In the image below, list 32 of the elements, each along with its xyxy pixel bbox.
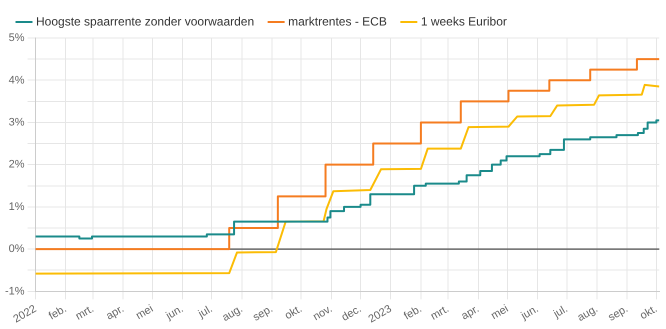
y-tick-label: 1% [8,200,25,213]
x-tick-label: okt. [282,302,304,322]
x-tick-label: jul. [196,302,215,321]
x-tick-label: 2023 [366,302,394,326]
y-tick-label: 4% [8,74,25,86]
x-tick-label: aug. [220,302,245,324]
legend-label: 1 weeks Euribor [420,14,507,28]
x-tick-label: nov. [311,302,334,324]
legend-label: marktrentes - ECB [288,14,387,28]
x-tick-label: jul. [550,302,570,321]
x-tick-label: apr. [104,302,126,322]
x-tick-label: mei [489,302,511,322]
y-tick-label: 5% [8,32,25,44]
legend-label: Hoogste spaarrente zonder voorwaarden [36,14,254,28]
x-tick-label: mrt. [428,302,452,323]
x-tick-label: aug. [575,302,600,324]
x-tick-label: sep. [251,302,276,324]
x-tick-label: mrt. [74,302,96,323]
x-tick-label: 2022 [11,302,39,326]
x-tick-label: jun. [518,302,541,323]
y-tick-label: -1% [5,285,25,298]
y-tick-label: 3% [8,116,25,128]
x-tick-label: sep. [606,302,630,324]
x-tick-label: feb. [46,302,69,322]
x-tick-label: dec. [340,302,364,324]
x-tick-label: apr. [459,302,482,322]
x-tick-label: okt. [638,302,660,322]
x-tick-label: feb. [402,302,424,322]
y-tick-label: 2% [8,158,25,171]
x-tick-label: jun. [163,302,186,323]
x-tick-label: mei [134,302,156,322]
y-tick-label: 0% [8,243,25,256]
